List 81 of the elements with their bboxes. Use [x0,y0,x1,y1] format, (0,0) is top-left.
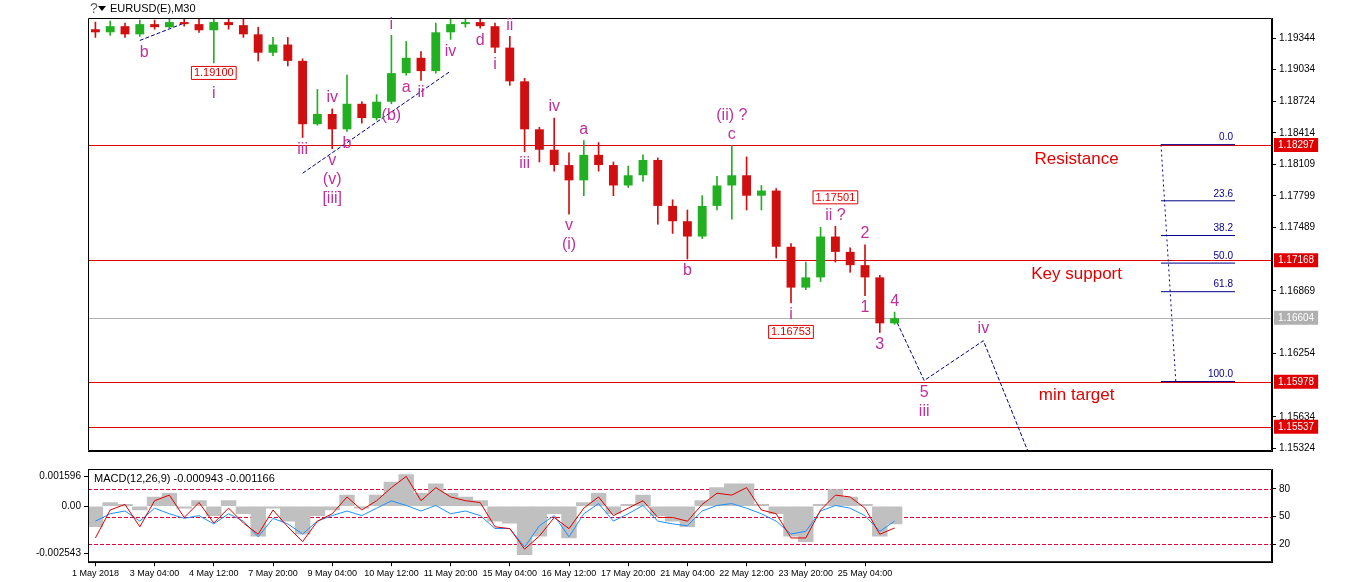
ref-line-label: 1.15537 [1278,420,1315,432]
annotation: 1.16753 [771,325,811,338]
y-tick-label: 1.18109 [1279,157,1316,169]
annotation: 1.17501 [815,190,856,203]
annotation: Resistance [1034,148,1119,168]
annotation: ii [506,15,514,33]
annotation: 61.8 [1213,278,1234,290]
annotation: 4 [890,291,900,309]
ref-line-label: 1.15978 [1278,375,1315,387]
text: ? [90,0,98,16]
annotation: a [579,119,589,137]
y-tick-label: 1.15324 [1279,442,1316,454]
annotation: b [139,42,149,60]
x-tick-label: 3 May 04:00 [129,568,180,579]
ref-line-label: 1.18297 [1278,138,1315,150]
annotation: b [682,261,692,279]
annotation: 38.2 [1213,222,1234,234]
y-tick-label: 0.001596 [39,470,82,482]
annotation: 50.0 [1213,249,1234,261]
annotation: i [493,55,497,73]
x-tick-label: 11 May 20:00 [423,568,478,579]
y-tick-label: 1.16869 [1279,284,1316,296]
annotation: min target [1038,385,1115,405]
y2-tick-label: 80 [1279,482,1291,494]
annotation: (b) [381,106,402,124]
annotation: 2 [860,224,870,242]
ref-line-label: 1.17168 [1278,253,1315,265]
y-tick-label: 1.18414 [1279,126,1316,138]
x-tick-label: 7 May 20:00 [248,568,298,579]
x-tick-label: 16 May 12:00 [541,568,597,579]
annotation: 1.19100 [193,66,234,79]
annotation: Key support [1031,263,1123,283]
y-tick-label: 1.15634 [1279,410,1316,422]
x-tick-label: 10 May 12:00 [364,568,419,579]
chart-title: EURUSD(E),M30 [110,2,196,15]
annotation: 23.6 [1213,187,1234,199]
x-tick-label: 22 May 12:00 [719,568,774,579]
annotation: i [212,84,216,102]
annotation: 100.0 [1207,368,1234,380]
x-tick-label: 25 May 04:00 [837,568,893,579]
y-tick-label: 0.00 [61,500,82,512]
annotation: 3 [875,334,885,352]
annotation: ii ? [825,205,846,223]
annotation: a [401,77,411,95]
y-tick-label: 1.19034 [1279,63,1316,75]
y-tick-label: 1.19344 [1279,31,1316,43]
annotation: iv [548,97,560,115]
y2-tick-label: 20 [1279,537,1291,549]
y-tick-label: 1.17489 [1279,221,1316,233]
annotation: iii [519,154,530,172]
annotation: i [789,305,793,323]
annotation: (ii) ? [716,106,748,124]
annotation: (v) [322,170,342,188]
x-tick-label: 23 May 20:00 [778,568,834,579]
annotation: iv [444,41,457,59]
annotation: v [565,216,573,234]
annotation: c [727,125,736,143]
ref-line-label: 1.16604 [1278,311,1315,323]
annotation: 1 [860,298,870,316]
x-tick-label: 4 May 12:00 [189,568,239,579]
chart-title: MACD(12,26,9) -0.000943 -0.001166 [94,472,275,485]
annotation: i [389,14,394,32]
x-tick-label: 15 May 04:00 [482,568,538,579]
x-tick-label: 21 May 04:00 [660,568,715,579]
annotation: (i) [561,235,577,253]
annotation: d [475,30,485,48]
annotation: v [328,151,337,169]
annotation: [iii] [322,189,342,207]
y-tick-label: 1.16254 [1279,347,1316,359]
annotation: iv [977,319,990,337]
y-tick-label: 1.18724 [1279,95,1316,107]
annotation: 5 [919,382,929,400]
annotation: 0.0 [1219,131,1234,143]
annotation: iii [918,401,930,419]
y-tick-label: 1.17799 [1279,189,1316,201]
y-tick-label: -0.002543 [35,547,82,559]
y2-tick-label: 50 [1279,510,1291,522]
x-tick-label: 17 May 20:00 [600,568,656,579]
x-tick-label: 9 May 04:00 [307,568,357,579]
x-tick-label: 1 May 2018 [71,568,119,579]
annotation: iv [326,88,338,106]
